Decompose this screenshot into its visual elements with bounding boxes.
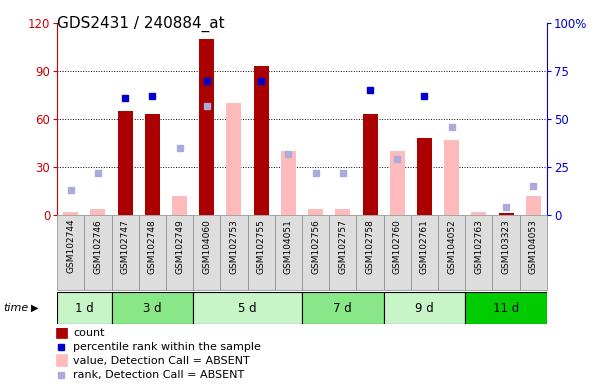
Text: GSM102746: GSM102746 [93, 219, 102, 273]
Text: 5 d: 5 d [238, 302, 257, 314]
Text: percentile rank within the sample: percentile rank within the sample [73, 342, 261, 352]
Bar [254, 66, 269, 215]
Text: GSM102756: GSM102756 [311, 219, 320, 274]
Text: GSM104052: GSM104052 [447, 219, 456, 273]
Bar [499, 214, 514, 215]
Text: GSM102761: GSM102761 [420, 219, 429, 274]
Text: GSM102748: GSM102748 [148, 219, 157, 273]
Bar [444, 140, 459, 215]
Bar [172, 196, 187, 215]
Bar [335, 209, 350, 215]
Text: GSM102744: GSM102744 [66, 219, 75, 273]
Text: GSM102747: GSM102747 [121, 219, 130, 273]
Bar [90, 212, 105, 215]
Bar [390, 151, 404, 215]
Text: 7 d: 7 d [334, 302, 352, 314]
Bar [308, 209, 323, 215]
Bar [193, 292, 302, 324]
Bar [302, 215, 329, 290]
Bar [221, 215, 248, 290]
Bar [302, 292, 383, 324]
Text: GSM104060: GSM104060 [203, 219, 212, 274]
Text: GSM104053: GSM104053 [529, 219, 538, 274]
Text: GDS2431 / 240884_at: GDS2431 / 240884_at [57, 15, 225, 31]
Bar [329, 215, 356, 290]
Bar [465, 215, 492, 290]
Text: 3 d: 3 d [143, 302, 162, 314]
Bar [417, 138, 432, 215]
Text: value, Detection Call = ABSENT: value, Detection Call = ABSENT [73, 356, 250, 366]
Bar [56, 354, 67, 366]
Text: GSM102753: GSM102753 [230, 219, 239, 274]
Text: count: count [73, 328, 105, 338]
Bar [356, 215, 383, 290]
Bar [90, 209, 105, 215]
Text: GSM102757: GSM102757 [338, 219, 347, 274]
Text: rank, Detection Call = ABSENT: rank, Detection Call = ABSENT [73, 369, 245, 379]
Bar [438, 215, 465, 290]
Bar [200, 39, 214, 215]
Text: GSM103323: GSM103323 [502, 219, 511, 274]
Bar [193, 215, 221, 290]
Bar [84, 215, 112, 290]
Text: GSM102758: GSM102758 [365, 219, 374, 274]
Bar [118, 111, 133, 215]
Bar [383, 292, 465, 324]
Bar [465, 292, 547, 324]
Bar [139, 215, 166, 290]
Bar [275, 215, 302, 290]
Bar [492, 215, 520, 290]
Text: 1 d: 1 d [75, 302, 94, 314]
Bar [411, 215, 438, 290]
Bar [520, 215, 547, 290]
Text: 9 d: 9 d [415, 302, 434, 314]
Bar [145, 114, 160, 215]
Bar [57, 215, 84, 290]
Text: time: time [3, 303, 28, 313]
Bar [248, 215, 275, 290]
Bar [383, 215, 411, 290]
Text: ▶: ▶ [31, 303, 38, 313]
Bar [63, 212, 78, 215]
Bar [526, 196, 541, 215]
Text: GSM102755: GSM102755 [257, 219, 266, 274]
Bar [471, 212, 486, 215]
Bar [227, 103, 242, 215]
Bar [112, 215, 139, 290]
Text: GSM104051: GSM104051 [284, 219, 293, 274]
Bar [112, 292, 193, 324]
Bar [57, 292, 112, 324]
Text: GSM102763: GSM102763 [474, 219, 483, 274]
Bar [56, 327, 67, 338]
Text: GSM102749: GSM102749 [175, 219, 184, 273]
Bar [362, 114, 377, 215]
Bar [281, 151, 296, 215]
Text: 11 d: 11 d [493, 302, 519, 314]
Bar [63, 214, 78, 215]
Text: GSM102760: GSM102760 [392, 219, 401, 274]
Bar [166, 215, 193, 290]
